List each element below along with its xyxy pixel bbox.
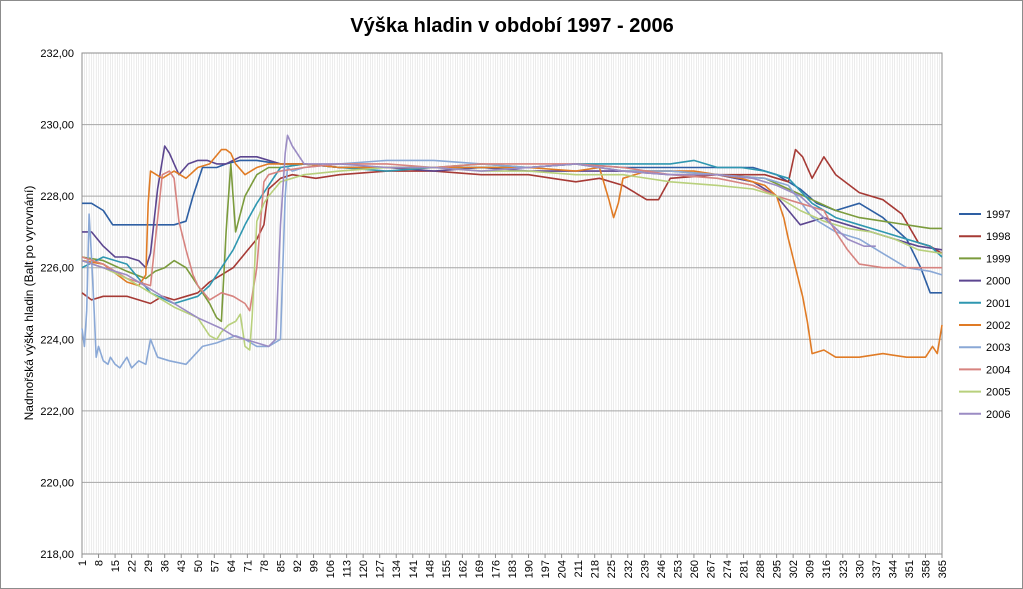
series-line-2005 bbox=[81, 166, 943, 351]
x-tick-label: 323 bbox=[838, 560, 850, 578]
x-tick-label: 330 bbox=[854, 560, 866, 578]
chart-title: Výška hladin v období 1997 - 2006 bbox=[350, 15, 673, 37]
legend-label: 2004 bbox=[986, 364, 1010, 376]
x-tick-label: 309 bbox=[805, 560, 817, 578]
x-tick-label: 365 bbox=[937, 560, 949, 578]
x-tick-label: 344 bbox=[887, 560, 899, 578]
legend: 1997 1998 1999 2000 2001 2002 2003 2004 2005 2006 bbox=[959, 209, 1010, 421]
x-tick-label: 218 bbox=[590, 560, 602, 578]
x-tick-label: 281 bbox=[739, 560, 751, 578]
x-tick-label: 148 bbox=[424, 560, 436, 578]
series-line-2004 bbox=[81, 163, 942, 312]
x-tick-label: 22 bbox=[127, 560, 139, 572]
y-tick-label: 230,00 bbox=[40, 120, 74, 132]
x-tick-label: 29 bbox=[143, 560, 155, 572]
x-tick-label: 50 bbox=[193, 560, 205, 572]
x-tick-label: 113 bbox=[342, 560, 354, 578]
x-tick-label: 197 bbox=[540, 560, 552, 578]
legend-label: 2002 bbox=[986, 320, 1010, 332]
legend-label: 2001 bbox=[986, 298, 1010, 310]
x-tick-label: 183 bbox=[507, 560, 519, 578]
legend-label: 1998 bbox=[986, 231, 1010, 243]
x-tick-label: 239 bbox=[639, 560, 651, 578]
legend-label: 1999 bbox=[986, 253, 1010, 265]
legend-label: 2006 bbox=[986, 409, 1010, 421]
x-tick-label: 176 bbox=[490, 560, 502, 578]
x-tick-label: 1 bbox=[77, 560, 89, 566]
x-tick-label: 71 bbox=[242, 560, 254, 572]
y-tick-label: 228,00 bbox=[40, 191, 74, 203]
series-line-1998 bbox=[81, 148, 943, 305]
legend-label: 2005 bbox=[986, 387, 1010, 399]
x-tick-label: 78 bbox=[259, 560, 271, 572]
x-tick-label: 302 bbox=[788, 560, 800, 578]
x-axis: 1 8 15 22 29 36 43 50 57 64 71 78 85 92 99 106 113 120 127… bbox=[77, 554, 949, 578]
x-tick-label: 155 bbox=[441, 560, 453, 578]
y-tick-label: 232,00 bbox=[40, 48, 74, 60]
x-tick-label: 162 bbox=[457, 560, 469, 578]
x-tick-label: 64 bbox=[226, 560, 238, 572]
series-line-2002 bbox=[81, 148, 943, 359]
x-tick-label: 99 bbox=[309, 560, 321, 572]
x-tick-label: 106 bbox=[325, 560, 337, 578]
x-tick-label: 15 bbox=[110, 560, 122, 572]
x-tick-label: 295 bbox=[772, 560, 784, 578]
x-tick-label: 316 bbox=[821, 560, 833, 578]
y-tick-label: 218,00 bbox=[40, 549, 74, 561]
x-tick-label: 141 bbox=[408, 560, 420, 578]
legend-label: 1997 bbox=[986, 209, 1010, 221]
x-tick-label: 8 bbox=[94, 560, 106, 566]
x-tick-label: 211 bbox=[573, 560, 585, 578]
x-tick-label: 225 bbox=[606, 560, 618, 578]
x-tick-label: 36 bbox=[160, 560, 172, 572]
y-tick-label: 222,00 bbox=[40, 406, 74, 418]
x-tick-label: 267 bbox=[705, 560, 717, 578]
x-tick-label: 43 bbox=[176, 560, 188, 572]
x-tick-label: 337 bbox=[871, 560, 883, 578]
x-tick-label: 351 bbox=[904, 560, 916, 578]
grid bbox=[81, 52, 943, 555]
x-tick-label: 190 bbox=[524, 560, 536, 578]
x-tick-label: 92 bbox=[292, 560, 304, 572]
x-tick-label: 246 bbox=[656, 560, 668, 578]
legend-label: 2003 bbox=[986, 342, 1010, 354]
y-tick-label: 226,00 bbox=[40, 263, 74, 275]
x-tick-label: 127 bbox=[375, 560, 387, 578]
series-lines bbox=[81, 134, 943, 369]
y-tick-label: 224,00 bbox=[40, 334, 74, 346]
x-tick-label: 274 bbox=[722, 560, 734, 578]
series-line-2006 bbox=[81, 134, 876, 348]
x-tick-label: 134 bbox=[391, 560, 403, 578]
legend-label: 2000 bbox=[986, 276, 1010, 288]
x-tick-label: 260 bbox=[689, 560, 701, 578]
x-tick-label: 288 bbox=[755, 560, 767, 578]
y-axis-label: Nadmořská výška hladin (Balt po vyrovnán… bbox=[22, 186, 36, 421]
x-tick-label: 232 bbox=[623, 560, 635, 578]
x-tick-label: 85 bbox=[275, 560, 287, 572]
x-tick-label: 120 bbox=[358, 560, 370, 578]
x-tick-label: 358 bbox=[920, 560, 932, 578]
x-tick-label: 204 bbox=[557, 560, 569, 578]
y-axis: 218,00 220,00 222,00 224,00 226,00 228,00 230,… bbox=[40, 48, 74, 561]
x-tick-label: 57 bbox=[209, 560, 221, 572]
x-tick-label: 253 bbox=[672, 560, 684, 578]
x-tick-label: 169 bbox=[474, 560, 486, 578]
y-tick-label: 220,00 bbox=[40, 477, 74, 489]
